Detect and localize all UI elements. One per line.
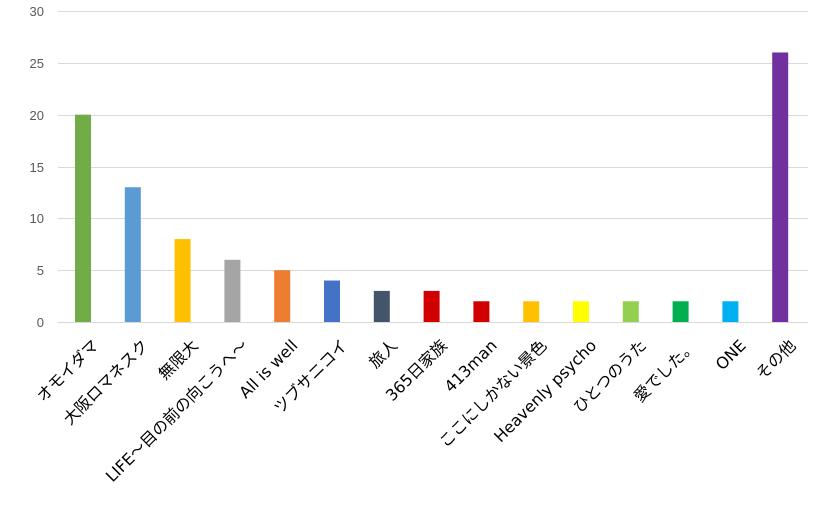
bar <box>772 52 789 322</box>
bar <box>473 301 490 322</box>
bar <box>224 259 241 322</box>
bar <box>622 301 639 322</box>
bar <box>423 290 440 322</box>
bar <box>373 290 390 322</box>
bar <box>174 239 191 322</box>
gridlines <box>58 11 808 323</box>
y-tick-label: 25 <box>30 56 44 71</box>
y-axis-tick-labels: 0 5 10 15 20 25 30 <box>30 4 44 330</box>
bar <box>274 270 291 322</box>
bars <box>75 52 789 323</box>
bar <box>523 301 540 322</box>
x-category-label: 無限大 <box>155 336 202 383</box>
y-tick-label: 20 <box>30 108 44 123</box>
y-tick-label: 10 <box>30 211 44 226</box>
x-category-label: 大阪ロマネスク <box>59 336 152 429</box>
y-tick-label: 30 <box>30 4 44 19</box>
bar <box>672 301 689 322</box>
bar <box>124 187 141 322</box>
y-tick-label: 15 <box>30 160 44 175</box>
y-tick-label: 5 <box>37 263 44 278</box>
x-category-label: その他 <box>752 336 799 383</box>
bar <box>75 114 91 323</box>
y-tick-label: 0 <box>37 315 44 330</box>
x-category-label: 旅人 <box>365 336 401 372</box>
bar <box>324 280 340 322</box>
bar <box>722 301 739 322</box>
x-category-label: ONE <box>712 336 750 374</box>
bar <box>573 301 589 322</box>
